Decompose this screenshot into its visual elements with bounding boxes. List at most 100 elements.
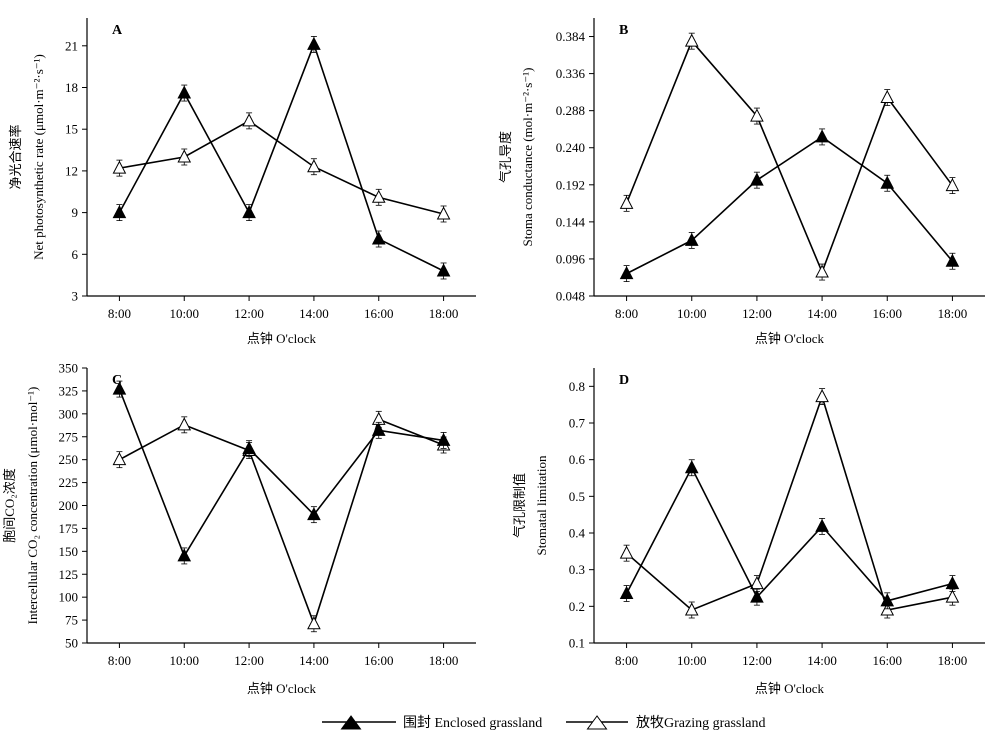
data-point-marker: [619, 195, 634, 209]
data-point-marker: [436, 263, 451, 277]
data-point-marker: [112, 381, 127, 395]
x-tick-label: 14:00: [299, 653, 329, 668]
y-tick-label: 150: [59, 544, 79, 559]
y-tick-label: 100: [59, 590, 79, 605]
chart-panel-a: 3 6 9 12 15 18 21 8:00 10:00 12:00 14:00 16:00 18:00…: [8, 18, 476, 346]
y-tick-label: 0.1: [569, 636, 585, 651]
data-point-marker: [750, 172, 764, 186]
data-point-marker: [945, 177, 960, 192]
data-point-marker: [177, 417, 192, 431]
x-tick-label: 16:00: [364, 653, 394, 668]
y-tick-label: 300: [59, 406, 79, 421]
y-axis-title-cn: 气孔导度: [498, 131, 513, 183]
y-tick-label: 0.048: [556, 289, 585, 304]
chart-panel-b: 0.048 0.096 0.144 0.192 0.240 0.288 0.336 0.384…: [498, 18, 985, 346]
y-tick-label: 0.384: [556, 29, 586, 44]
y-tick-label: 125: [59, 567, 79, 582]
y-tick-label: 250: [59, 452, 79, 467]
x-tick-label: 10:00: [677, 306, 707, 321]
x-axis-title: 点钟 O'clock: [247, 681, 317, 696]
panel-letter: D: [619, 373, 629, 388]
data-point-marker: [371, 422, 386, 436]
data-point-marker: [945, 589, 960, 603]
legend-enclosed-grassland: 围封 Enclosed grassland: [322, 715, 542, 731]
y-tick-label: 0.288: [556, 103, 585, 118]
series-grazing: [112, 112, 451, 223]
panel-letter: A: [112, 23, 123, 38]
data-point-marker: [112, 452, 127, 466]
data-point-marker: [177, 85, 192, 99]
series-enclosed: [619, 128, 960, 283]
chart-panel-c: 50 75 100 125 150 175 200 225 250 275 300 325 350 8:0…: [2, 361, 476, 696]
x-axis-title: 点钟 O'clock: [247, 331, 317, 346]
x-tick-label: 12:00: [234, 306, 264, 321]
series-line: [119, 119, 444, 215]
y-tick-label: 0.240: [556, 140, 585, 155]
y-tick-label: 15: [65, 122, 78, 137]
data-point-marker: [177, 548, 192, 562]
legend-enclosed-label: 围封 Enclosed grassland: [403, 715, 542, 731]
series-line: [625, 465, 953, 602]
data-point-marker: [371, 189, 386, 203]
open-triangle-marker-icon: [586, 715, 608, 730]
data-point-marker: [880, 593, 895, 607]
data-point-marker: [945, 253, 960, 267]
series-line: [625, 39, 954, 275]
legend-grazing-label: 放牧Grazing grassland: [636, 715, 765, 731]
data-point-marker: [112, 205, 127, 219]
data-point-marker: [242, 205, 256, 219]
y-tick-label: 325: [59, 383, 79, 398]
x-tick-label: 12:00: [234, 653, 264, 668]
y-tick-label: 3: [72, 289, 79, 304]
data-point-marker: [112, 160, 127, 174]
y-tick-label: 21: [65, 38, 78, 53]
y-tick-label: 9: [72, 205, 79, 220]
data-point-marker: [307, 507, 321, 521]
y-tick-label: 0.3: [569, 562, 585, 577]
x-tick-label: 14:00: [807, 306, 837, 321]
data-point-marker: [815, 129, 829, 143]
y-tick-label: 0.096: [556, 251, 586, 266]
x-tick-label: 18:00: [938, 653, 968, 668]
data-point-marker: [242, 113, 256, 127]
series-enclosed: [112, 36, 451, 280]
y-tick-label: 18: [65, 80, 78, 95]
series-grazing: [619, 388, 960, 619]
y-tick-label: 0.336: [556, 66, 586, 81]
y-tick-label: 0.7: [569, 416, 586, 431]
y-tick-label: 75: [65, 613, 78, 628]
data-point-marker: [880, 89, 895, 104]
y-tick-label: 0.144: [556, 214, 586, 229]
data-point-marker: [436, 206, 451, 220]
y-axis-title-cn: 净光合速率: [8, 124, 23, 189]
y-tick-label: 0.192: [556, 177, 585, 192]
data-point-marker: [684, 232, 699, 246]
y-tick-label: 0.6: [569, 452, 586, 467]
series-enclosed: [619, 459, 960, 610]
series-line: [118, 42, 444, 272]
filled-triangle-marker-icon: [340, 715, 362, 730]
data-point-marker: [307, 616, 321, 630]
data-point-marker: [177, 149, 192, 163]
y-tick-label: 175: [59, 521, 79, 536]
x-tick-label: 8:00: [615, 306, 638, 321]
series-line: [626, 394, 953, 611]
x-tick-label: 16:00: [872, 306, 902, 321]
y-axis-title-en: Intercellular CO₂ concentration (μmol·mo…: [25, 387, 40, 625]
series-grazing: [112, 410, 451, 633]
y-tick-label: 0.2: [569, 599, 585, 614]
x-tick-label: 14:00: [807, 653, 837, 668]
series-line: [118, 388, 444, 558]
series-line: [626, 135, 954, 275]
legend-grazing-grassland: 放牧Grazing grassland: [566, 715, 765, 731]
data-point-marker: [307, 159, 321, 173]
x-tick-label: 18:00: [429, 653, 459, 668]
y-tick-label: 0.8: [569, 379, 585, 394]
panel-letter: B: [619, 23, 628, 38]
x-tick-label: 14:00: [299, 306, 329, 321]
series-enclosed: [112, 380, 451, 565]
data-point-marker: [684, 602, 699, 616]
y-tick-label: 275: [59, 429, 79, 444]
series-grazing: [619, 32, 960, 281]
